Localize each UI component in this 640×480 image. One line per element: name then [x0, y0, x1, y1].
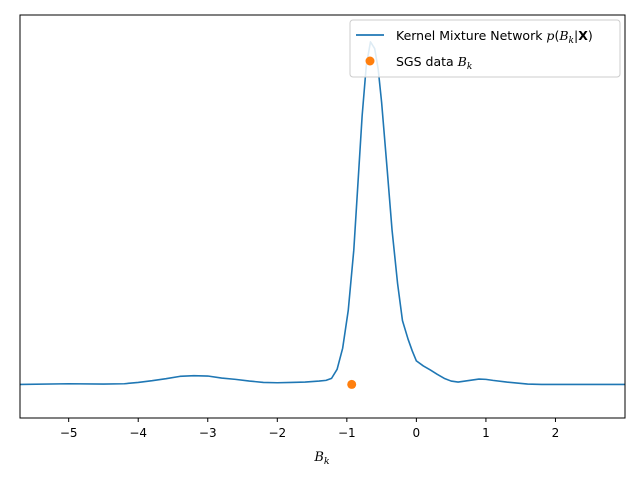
x-tick-label: −2 [268, 426, 286, 440]
legend-marker-swatch [365, 56, 375, 66]
x-tick-label: −5 [60, 426, 78, 440]
legend: Kernel Mixture Network p(Bk|X) SGS data … [349, 19, 621, 78]
plot-frame [19, 14, 626, 419]
x-tick-label: 1 [482, 426, 490, 440]
x-axis-label: Bk [313, 450, 330, 467]
legend-box [349, 19, 621, 78]
x-axis-label-sub: k [324, 456, 330, 467]
x-tick-label: 0 [413, 426, 421, 440]
legend-label-sgs: SGS data Bk [396, 54, 472, 72]
x-tick-label: −4 [129, 426, 147, 440]
scatter-point [347, 379, 357, 389]
x-tick-label: 2 [552, 426, 560, 440]
x-tick-label: −1 [338, 426, 356, 440]
legend-label-kmn: Kernel Mixture Network p(Bk|X) [396, 28, 593, 46]
plot-area [20, 15, 625, 418]
scatter-points [347, 379, 357, 389]
x-axis: −5 −4 −3 −2 −1 0 1 2 [60, 418, 559, 440]
x-tick-label: −3 [199, 426, 217, 440]
